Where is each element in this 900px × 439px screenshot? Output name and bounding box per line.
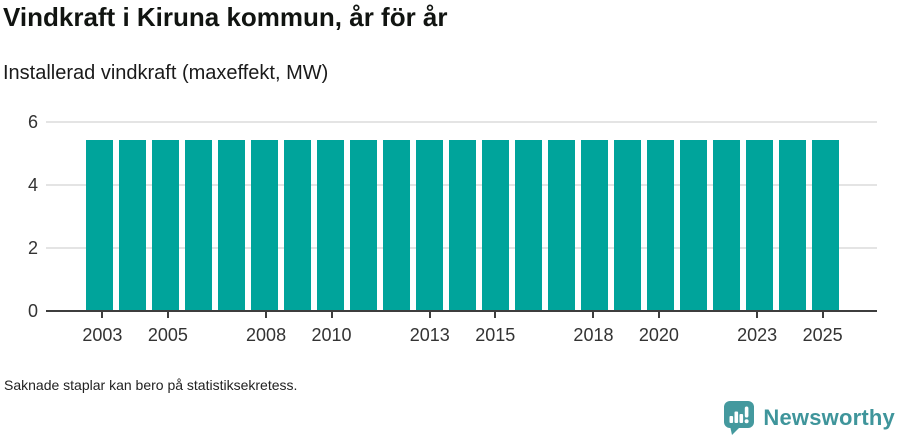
- x-tick-label-2023: 2023: [737, 325, 778, 345]
- x-tick-label-2018: 2018: [573, 325, 614, 345]
- y-tick-label-4: 4: [27, 175, 38, 195]
- bar-2016: [515, 139, 542, 310]
- x-tick-label-2010: 2010: [311, 325, 352, 345]
- bar-2012: [383, 139, 410, 310]
- x-tick-mark-2020: [657, 312, 660, 318]
- bar-2024: [779, 139, 806, 310]
- y-tick-label-6: 6: [27, 112, 38, 132]
- bar-2018: [581, 139, 608, 310]
- y-tick-label-0: 0: [27, 301, 38, 321]
- x-tick-mark-2008: [265, 312, 268, 318]
- x-tick-label-2013: 2013: [409, 325, 450, 345]
- bar-2008: [251, 139, 278, 310]
- bar-2003: [86, 139, 113, 310]
- bar-2011: [350, 139, 377, 310]
- bar-2020: [647, 139, 674, 310]
- bar-2019: [614, 139, 641, 310]
- footnote: Saknade staplar kan bero på statistiksek…: [4, 377, 298, 393]
- bar-2025: [812, 139, 839, 310]
- x-tick-mark-2005: [166, 312, 169, 318]
- x-tick-mark-2015: [494, 312, 497, 318]
- plot-area: [46, 121, 877, 318]
- bar-2009: [284, 139, 311, 310]
- bar-2004: [119, 139, 146, 310]
- newsworthy-branding: Newsworthy: [723, 400, 895, 436]
- bar-2023: [746, 139, 773, 310]
- chart-title: Vindkraft i Kiruna kommun, år för år: [3, 2, 448, 32]
- x-tick-label-2020: 2020: [638, 325, 679, 345]
- x-tick-marks: [86, 312, 839, 318]
- bar-2021: [680, 139, 707, 310]
- bar-series: [86, 121, 839, 310]
- newsworthy-logo-icon: [724, 401, 755, 435]
- x-tick-label-2003: 2003: [82, 325, 123, 345]
- x-tick-mark-2010: [330, 312, 333, 318]
- bar-2022: [713, 139, 740, 310]
- bar-2014: [449, 139, 476, 310]
- x-tick-label-2025: 2025: [802, 325, 843, 345]
- x-tick-mark-2003: [101, 312, 104, 318]
- x-axis-line: [46, 310, 877, 312]
- x-tick-mark-2023: [756, 312, 759, 318]
- x-tick-mark-2018: [592, 312, 595, 318]
- bar-2005: [152, 139, 179, 310]
- bar-2013: [416, 139, 443, 310]
- chart-subtitle: Installerad vindkraft (maxeffekt, MW): [3, 62, 329, 84]
- bar-2010: [317, 139, 344, 310]
- x-axis-labels: 2003 2005 2008 2010 2013 2015 2018 2020 2023 2025: [82, 325, 842, 347]
- bar-2015: [482, 139, 509, 310]
- bar-2007: [218, 139, 245, 310]
- gridline-6: [46, 121, 877, 123]
- y-axis: 0 2 4 6: [0, 112, 38, 321]
- x-tick-mark-2025: [821, 312, 824, 318]
- x-tick-label-2015: 2015: [475, 325, 516, 345]
- x-tick-label-2005: 2005: [147, 325, 188, 345]
- y-tick-label-2: 2: [27, 238, 38, 258]
- x-tick-mark-2013: [428, 312, 431, 318]
- x-tick-label-2008: 2008: [246, 325, 287, 345]
- bar-2017: [548, 139, 575, 310]
- newsworthy-logo-text: Newsworthy: [763, 405, 895, 430]
- bar-2006: [185, 139, 212, 310]
